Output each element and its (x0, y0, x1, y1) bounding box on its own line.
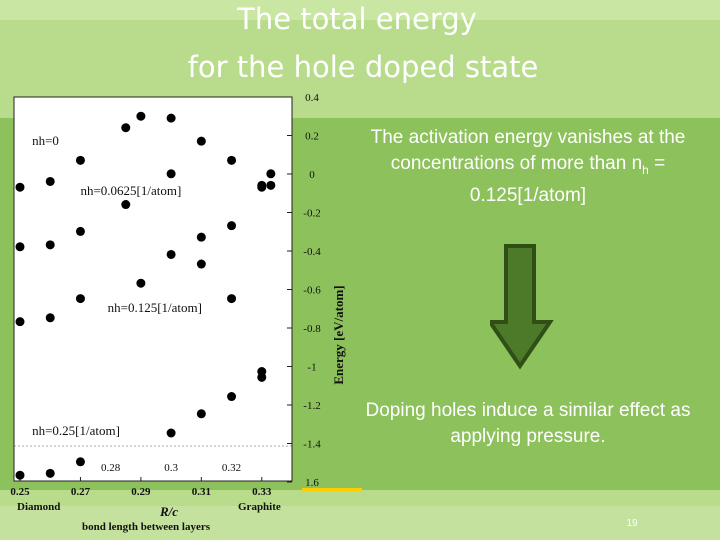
activation-note-subscript: h (642, 162, 649, 177)
x-tick-label: 0.27 (71, 486, 91, 498)
data-point-series-2 (166, 169, 176, 179)
x-end-label-right: Graphite (238, 501, 281, 513)
data-point-series-3 (166, 249, 176, 259)
y-tick-label: -1.2 (303, 400, 320, 412)
data-point-series-4 (166, 428, 176, 438)
down-arrow-icon (490, 244, 554, 370)
x-axis-label-note: bond length between layers (82, 521, 211, 533)
data-point-series-1 (136, 111, 146, 121)
data-point-series-2 (227, 221, 237, 231)
x-tick-label: 0.31 (192, 486, 211, 498)
title-band-top (0, 0, 720, 20)
x-tick-label: 0.29 (131, 486, 151, 498)
data-point-series-1 (45, 176, 55, 186)
data-points (15, 111, 276, 480)
y-tick-label: -0.4 (303, 246, 321, 258)
y-tick-labels: 0.4 0.2 0 -0.2 -0.4 -0.6 -0.8 -1 -1.2 -1.4 1.6 (303, 92, 321, 489)
x-end-label-left: Diamond (17, 501, 60, 513)
data-point-series-1 (266, 169, 276, 179)
series-annotations: nh=0 nh=0.0625[1/atom] nh=0.125[1/atom] nh=… (32, 133, 202, 438)
y-tick-label: 0.2 (305, 131, 319, 143)
data-point-series-3 (75, 294, 85, 304)
x-inner-tick-label: 0.32 (222, 462, 241, 474)
title-line-2: for the hole doped state (187, 50, 539, 84)
data-point-series-4 (15, 470, 25, 480)
data-point-series-3 (15, 317, 25, 327)
series-annotation: nh=0.25[1/atom] (32, 423, 120, 438)
title-line-1: The total energy (237, 2, 477, 36)
data-point-series-3 (45, 313, 55, 323)
activation-note-text: The activation energy vanishes at the co… (370, 127, 686, 174)
y-tick-label: 1.6 (305, 477, 319, 489)
x-axis-label: R/c (159, 504, 178, 519)
down-arrow-shape (490, 244, 554, 370)
x-tick-label: 0.25 (10, 486, 30, 498)
series-annotation: nh=0 (32, 133, 59, 148)
data-point-series-4 (227, 392, 237, 402)
energy-chart: 0.4 0.2 0 -0.2 -0.4 -0.6 -0.8 -1 -1.2 -1.4 1.6 0.2… (10, 92, 346, 533)
y-tick-label: 0 (309, 169, 315, 181)
doping-note: Doping holes induce a similar effect as … (365, 400, 691, 447)
series-annotation: nh=0.125[1/atom] (108, 300, 202, 315)
x-inner-tick-label: 0.28 (101, 462, 121, 474)
data-point-series-2 (257, 182, 267, 192)
data-point-series-1 (166, 113, 176, 123)
footer-band (0, 506, 720, 540)
data-point-series-4 (257, 367, 267, 377)
accent-bar (302, 488, 362, 491)
data-point-series-1 (75, 155, 85, 165)
y-tick-label: -1.4 (303, 439, 321, 451)
data-point-series-2 (121, 200, 131, 210)
data-point-series-4 (196, 409, 206, 419)
data-point-series-3 (227, 294, 237, 304)
data-point-series-2 (266, 180, 276, 190)
x-tick-labels: 0.25 0.27 0.29 0.31 0.33 (10, 486, 272, 498)
data-point-series-1 (121, 123, 131, 133)
plot-area (14, 97, 292, 481)
activation-energy-note: The activation energy vanishes at the co… (358, 125, 698, 209)
x-tick-label: 0.33 (252, 486, 272, 498)
y-tick-label: -0.6 (303, 285, 321, 297)
data-point-series-2 (45, 240, 55, 250)
page-number: 19 (626, 518, 638, 529)
y-tick-label: -0.8 (303, 323, 321, 335)
data-point-series-1 (196, 136, 206, 146)
y-axis-label: Energy [eV/atom] (331, 285, 346, 384)
data-point-series-3 (136, 278, 146, 288)
data-point-series-2 (196, 232, 206, 242)
data-point-series-1 (15, 182, 25, 192)
data-point-series-4 (45, 468, 55, 478)
x-inner-tick-label: 0.3 (164, 462, 178, 474)
y-tick-label: -0.2 (303, 208, 320, 220)
x-inner-tick-labels: 0.28 0.3 0.32 (101, 462, 241, 474)
data-point-series-3 (196, 259, 206, 269)
y-tick-label: 0.4 (305, 92, 319, 104)
series-annotation: nh=0.0625[1/atom] (80, 183, 181, 198)
activation-note-value: = 0.125[1/atom] (469, 153, 666, 206)
data-point-series-2 (75, 226, 85, 236)
data-point-series-1 (227, 155, 237, 165)
data-point-series-2 (15, 242, 25, 252)
data-point-series-4 (75, 457, 85, 467)
tick-marks (19, 96, 292, 483)
y-tick-label: -1 (307, 362, 316, 374)
